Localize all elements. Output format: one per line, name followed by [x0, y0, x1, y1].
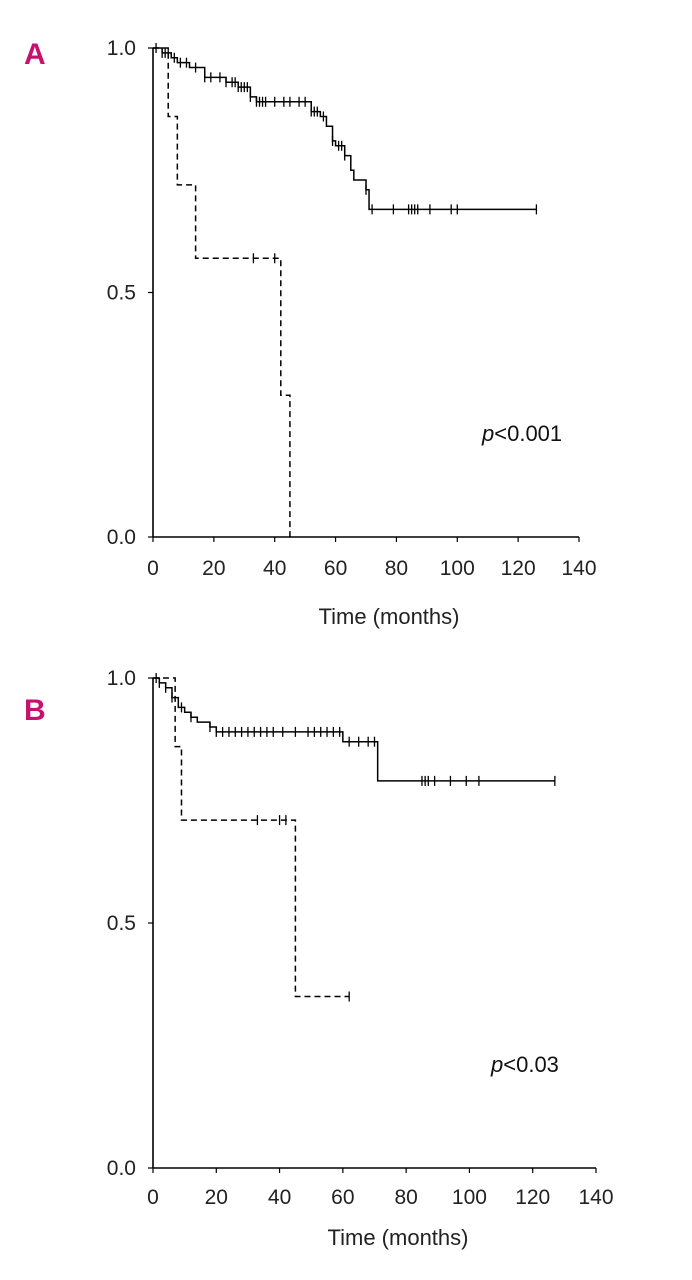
x-tick-label: 60 — [324, 557, 347, 580]
x-tick-label: 140 — [578, 1186, 613, 1209]
survival-curve-solid — [153, 47, 537, 211]
p-value-annotation: p<0.001 — [481, 421, 562, 446]
x-tick-label: 80 — [394, 1186, 417, 1209]
plot-area: 0 20 40 60 80 100 120 140 0.0 0.5 1.0 — [107, 667, 614, 1209]
x-tick-label: 0 — [147, 1186, 159, 1209]
y-tick-label: 1.0 — [107, 667, 136, 690]
p-value-text: <0.03 — [503, 1052, 559, 1077]
x-tick-label: 40 — [263, 557, 286, 580]
y-tick-label: 0.0 — [107, 526, 136, 549]
survival-chart-panel-a: A 0 20 40 60 80 100 120 140 0.0 0.5 1.0 Time (mont… — [24, 37, 597, 629]
x-tick-label: 60 — [331, 1186, 354, 1209]
x-tick-label: 100 — [452, 1186, 487, 1209]
x-tick-label: 80 — [385, 557, 408, 580]
p-value-annotation: p<0.03 — [490, 1052, 559, 1077]
plot-area: 0 20 40 60 80 100 120 140 0.0 0.5 1.0 — [107, 37, 597, 580]
x-axis-title: Time (months) — [328, 1225, 469, 1250]
panel-label: B — [24, 694, 46, 727]
x-tick-label: 100 — [440, 557, 475, 580]
p-value-symbol: p — [490, 1052, 503, 1077]
survival-curve-dashed — [153, 677, 350, 998]
panel-label: A — [24, 38, 46, 71]
x-tick-label: 120 — [515, 1186, 550, 1209]
survival-chart-panel-b: B 0 20 40 60 80 100 120 140 0.0 0.5 1.0 Time (mont… — [24, 667, 614, 1250]
x-tick-label: 20 — [202, 557, 225, 580]
x-tick-label: 0 — [147, 557, 159, 580]
x-axis-title: Time (months) — [319, 604, 460, 629]
x-tick-label: 40 — [268, 1186, 291, 1209]
x-tick-label: 120 — [501, 557, 536, 580]
x-tick-label: 140 — [561, 557, 596, 580]
p-value-symbol: p — [481, 421, 494, 446]
survival-curve-dashed — [153, 47, 291, 537]
y-tick-label: 0.5 — [107, 912, 136, 935]
y-tick-label: 0.5 — [107, 282, 136, 305]
y-tick-label: 0.0 — [107, 1157, 136, 1180]
x-tick-label: 20 — [205, 1186, 228, 1209]
p-value-text: <0.001 — [494, 421, 562, 446]
survival-curve-solid — [153, 677, 555, 782]
y-tick-label: 1.0 — [107, 37, 136, 60]
